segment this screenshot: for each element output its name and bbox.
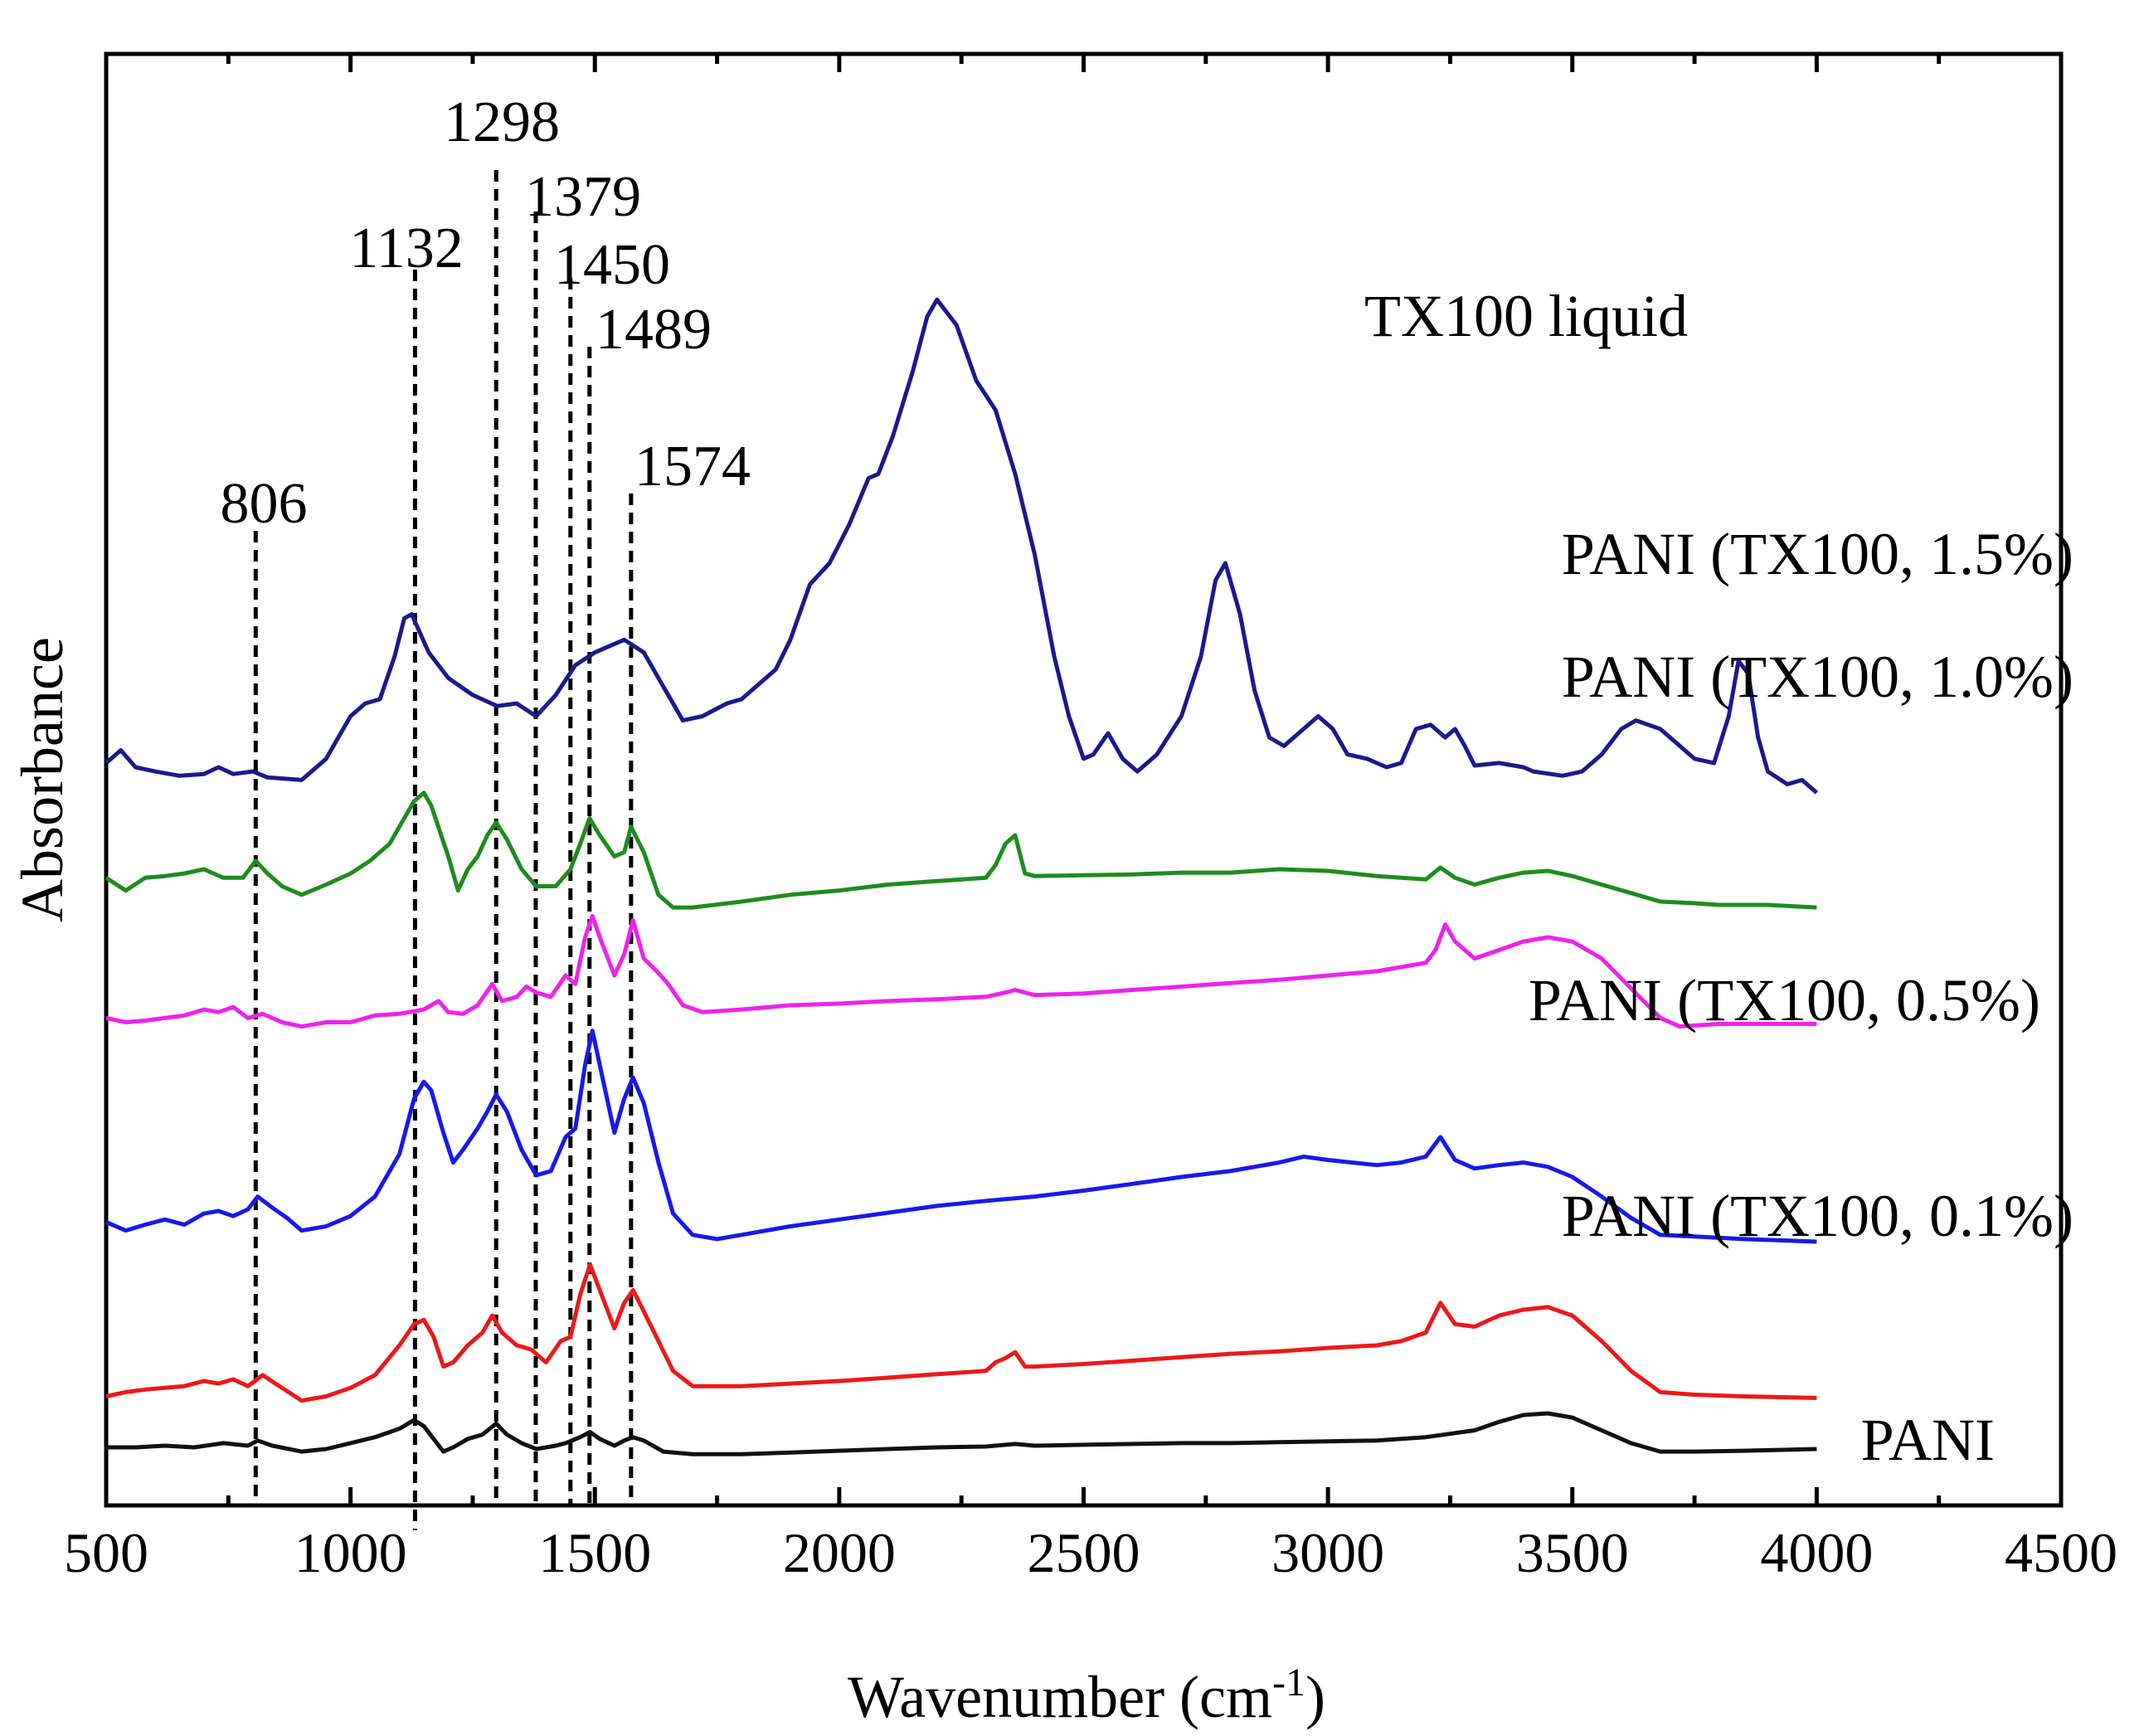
x-axis-title-superscript: -1 (1272, 1661, 1305, 1704)
series-label-1: PANI (TX100, 1.5%) (1562, 521, 2074, 587)
series-curve-4 (105, 1262, 1817, 1403)
x-tick-label: 1000 (294, 1521, 407, 1584)
series-curve-0 (105, 297, 1819, 795)
y-axis-title: Absorbance (9, 637, 75, 922)
peak-label-1379: 1379 (525, 165, 641, 229)
series-label-2: PANI (TX100, 1.0%) (1562, 644, 2074, 710)
series-curve-3 (105, 1028, 1817, 1244)
series-labels: TX100 liquid PANI (TX100, 1.5%) PANI (TX10… (1364, 283, 2074, 1473)
series-curve-2 (105, 913, 1817, 1029)
x-tick-label: 3500 (1516, 1521, 1629, 1584)
peak-label-1574: 1574 (634, 435, 751, 498)
x-axis-title-text: Wavenumber (cm (848, 1664, 1272, 1730)
x-tick-label: 500 (64, 1521, 148, 1584)
series-label-0: TX100 liquid (1364, 283, 1688, 349)
peak-label-806: 806 (221, 472, 308, 536)
x-axis-tick-labels: 500 1000 1500 2000 2500 3000 3500 4000 4500 (64, 1521, 2117, 1584)
x-tick-label: 1500 (538, 1521, 651, 1584)
series-curve-1 (105, 790, 1817, 910)
x-tick-label: 2500 (1028, 1521, 1140, 1584)
peak-label-1450: 1450 (554, 233, 670, 297)
series-label-5: PANI (1861, 1407, 1995, 1473)
series-label-3: PANI (TX100, 0.5%) (1529, 967, 2040, 1033)
x-tick-label: 4500 (2005, 1521, 2117, 1584)
x-tick-label: 4000 (1760, 1521, 1873, 1584)
x-tick-label: 2000 (783, 1521, 896, 1584)
peak-label-1132: 1132 (349, 216, 463, 280)
peak-label-1298: 1298 (444, 90, 560, 154)
x-tick-label: 3000 (1271, 1521, 1384, 1584)
x-axis-title: Wavenumber (cm-1) (848, 1661, 1325, 1730)
spectra-curves (105, 297, 1819, 1456)
x-axis-ticks (104, 54, 2064, 1505)
series-curve-5 (106, 1411, 1817, 1456)
series-label-4: PANI (TX100, 0.1%) (1562, 1183, 2074, 1249)
x-axis-title-end: ) (1305, 1664, 1325, 1730)
peak-label-1489: 1489 (596, 298, 712, 362)
